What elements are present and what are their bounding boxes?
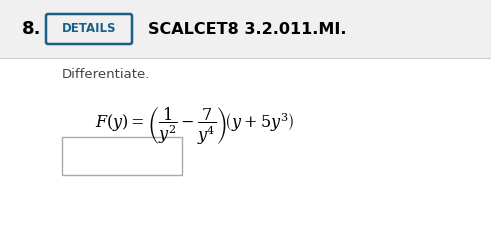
Text: SCALCET8 3.2.011.MI.: SCALCET8 3.2.011.MI. [148,21,347,37]
Text: $F(y) = \left(\dfrac{1}{y^{2}}-\dfrac{7}{y^{4}}\right)\!\left(y+5y^{3}\right)$: $F(y) = \left(\dfrac{1}{y^{2}}-\dfrac{7}… [95,105,295,147]
Text: Differentiate.: Differentiate. [62,69,150,82]
Text: 8.: 8. [22,20,42,38]
FancyBboxPatch shape [0,0,491,58]
Text: DETAILS: DETAILS [62,23,116,35]
FancyBboxPatch shape [46,14,132,44]
FancyBboxPatch shape [62,137,182,175]
